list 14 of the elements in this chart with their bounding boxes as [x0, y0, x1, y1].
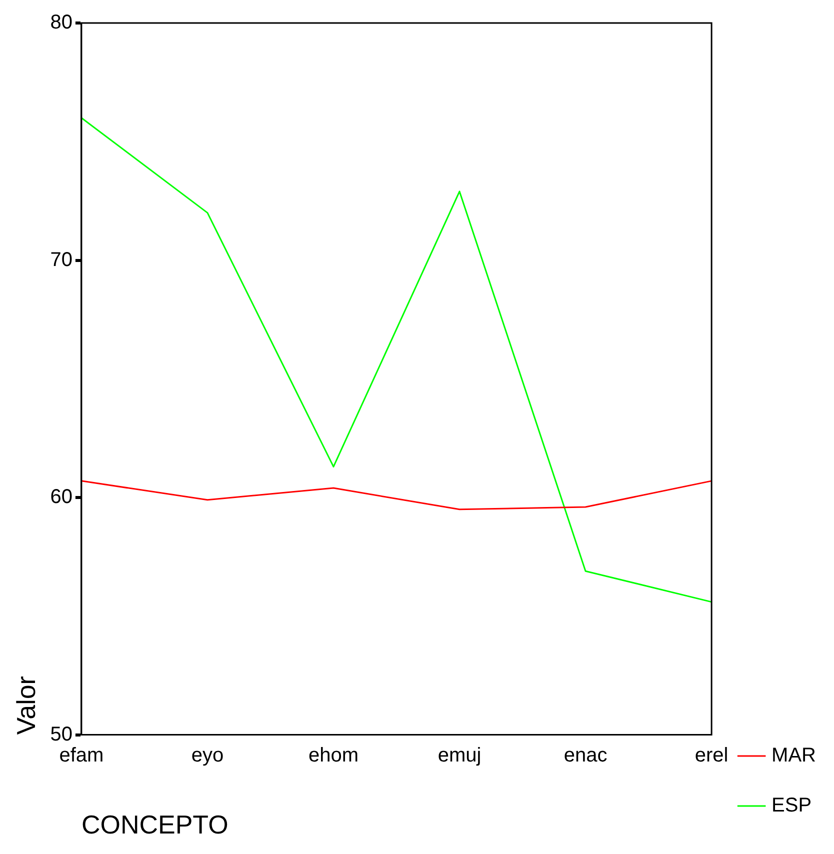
x-tick-label: eyo: [191, 744, 224, 766]
legend-label: ESP: [772, 794, 812, 817]
y-tick-label: 50: [50, 723, 72, 746]
x-axis-title: CONCEPTO: [81, 810, 228, 840]
x-tick-label: ehom: [308, 744, 359, 766]
y-tick-label: 60: [50, 486, 72, 508]
y-tick-label: 70: [50, 248, 72, 271]
x-tick-label: erel: [694, 744, 728, 766]
y-axis-title: Valor: [10, 676, 41, 735]
legend-label: MAR: [772, 744, 816, 767]
x-tick-label: efam: [59, 744, 104, 766]
x-tick-label: enac: [564, 744, 608, 766]
y-tick-label: 80: [50, 12, 72, 34]
x-tick-label: emuj: [438, 744, 482, 766]
